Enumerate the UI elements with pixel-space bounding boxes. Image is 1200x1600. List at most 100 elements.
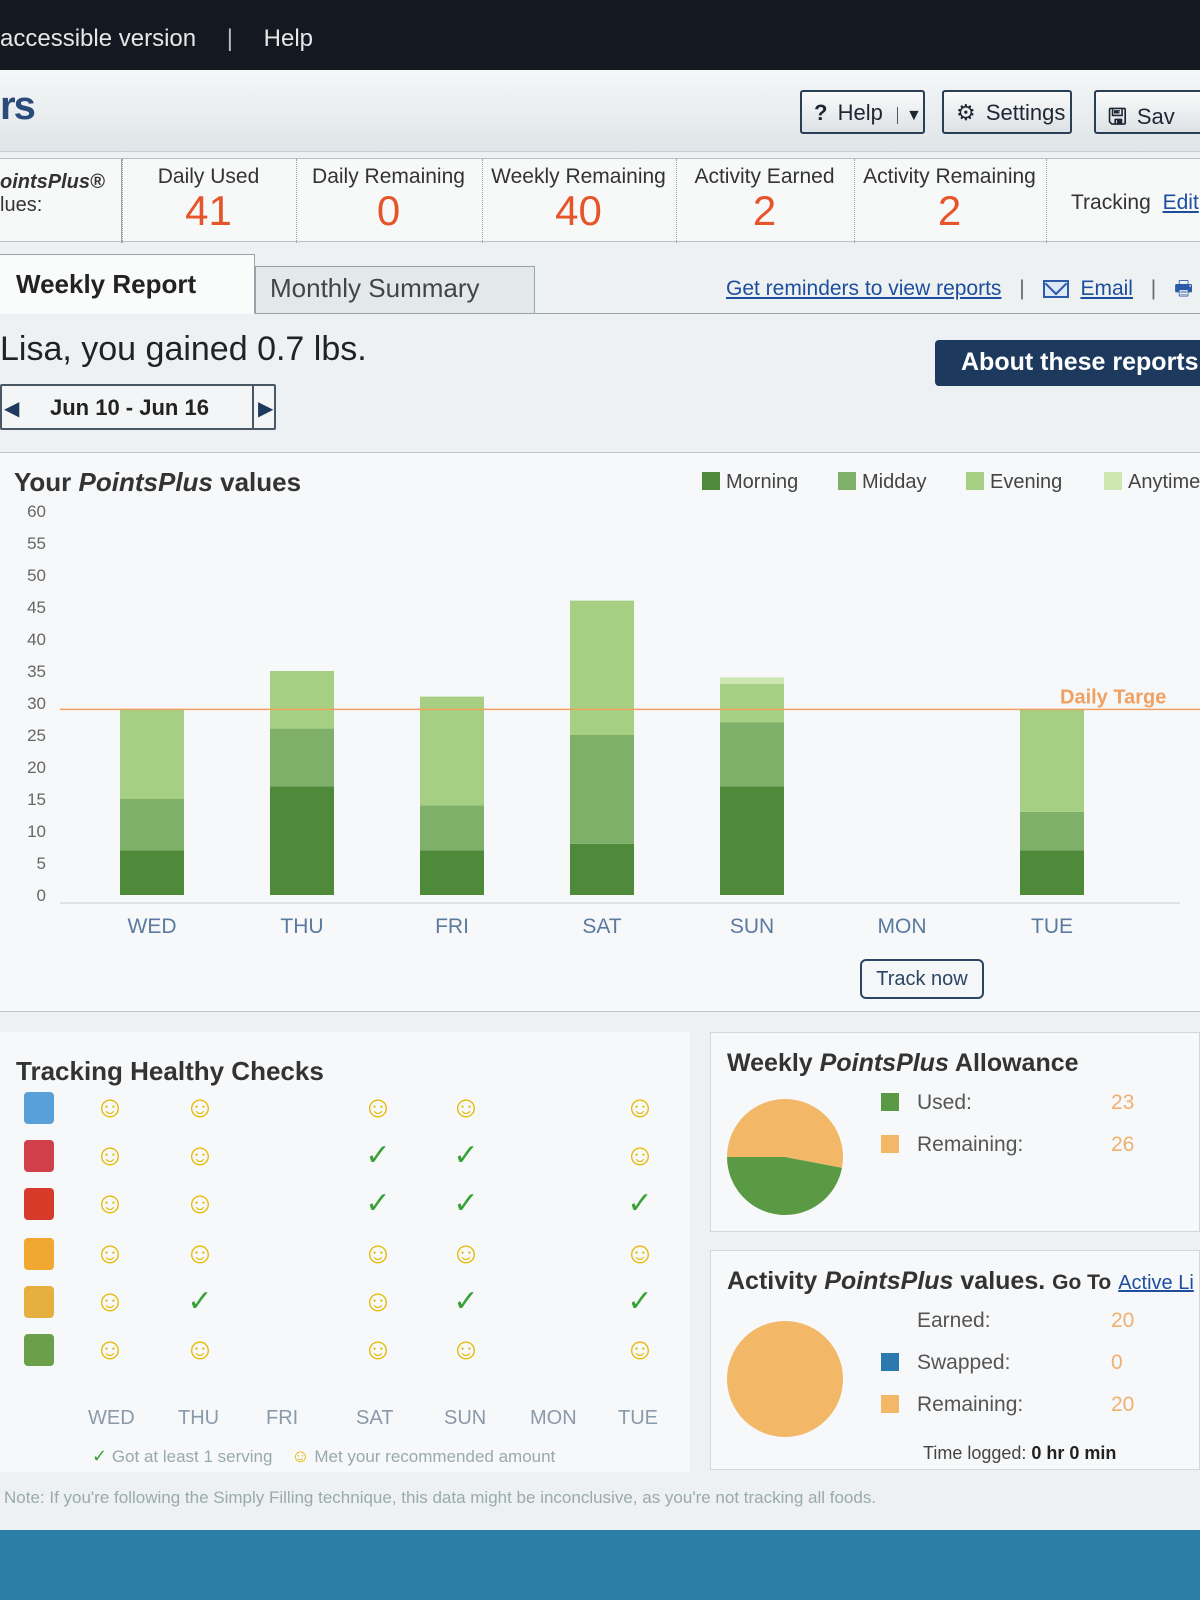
daily-target-label: Daily Targe: [1060, 686, 1166, 708]
check-icon: ✓: [627, 1187, 653, 1220]
print-icon[interactable]: 🖶: [1174, 278, 1193, 300]
swapped-swatch: [881, 1353, 899, 1371]
x-tick-label: SUN: [730, 915, 774, 938]
smiley-icon: ☺: [94, 1285, 126, 1318]
stat-value: 41: [185, 187, 232, 234]
smiley-icon: ☺: [624, 1139, 656, 1172]
bar-segment-evening: [570, 600, 634, 735]
legend-smile-label: Met your recommended amount: [314, 1447, 556, 1466]
chevron-down-icon[interactable]: ▼: [896, 107, 922, 124]
bar-segment-midday: [270, 728, 334, 787]
gear-icon: ⚙: [956, 100, 976, 125]
weekly-allowance-panel: Weekly PointsPlus Allowance Used: 23 Rem…: [710, 1032, 1200, 1232]
swapped-label: Swapped:: [917, 1351, 1011, 1374]
logo: rs: [0, 84, 36, 128]
y-tick-label: 0: [37, 886, 46, 905]
stat-value: 40: [555, 187, 602, 234]
milk-glass-icon: [24, 1092, 54, 1124]
question-icon: ?: [814, 100, 828, 125]
activity-remaining-value: 20: [1111, 1393, 1135, 1416]
bar-segment-evening: [720, 683, 784, 723]
previous-week-arrow-icon[interactable]: ◀: [4, 398, 20, 420]
activity-title-prefix: Activity: [727, 1267, 818, 1295]
about-reports-button[interactable]: About these reports: [935, 340, 1200, 386]
divider: |: [1019, 277, 1025, 300]
active-link[interactable]: Active Li: [1118, 1272, 1194, 1294]
bar-segment-evening: [270, 671, 334, 729]
report-tabs: Weekly Report Monthly Summary Get remind…: [0, 244, 1200, 314]
stats-heading: ointsPlus® lues:: [0, 159, 122, 243]
bar-segment-evening: [420, 696, 484, 806]
settings-button[interactable]: ⚙ Settings: [942, 90, 1072, 134]
used-swatch: [881, 1093, 899, 1111]
bar-segment-morning: [1020, 850, 1084, 895]
stat-weekly-remaining: Weekly Remaining 40: [482, 159, 674, 243]
activity-pie-chart: [727, 1321, 843, 1437]
used-label: Used:: [917, 1091, 972, 1114]
y-tick-label: 45: [27, 598, 46, 617]
top-bar: accessible version | Help: [0, 0, 1200, 70]
stacked-bar-chart: 0 5 10 15 20 25 30 35 40 45 50 55 60 WED THU FRI SAT SUN M…: [27, 502, 1200, 938]
help-button[interactable]: ? Help ▼: [800, 90, 925, 134]
stat-daily-used: Daily Used 41: [122, 159, 294, 243]
legend-label: Midday: [862, 471, 927, 493]
activity-title: Activity PointsPlus values. Go To Active…: [727, 1267, 1194, 1296]
x-tick-label: TUE: [1031, 915, 1073, 938]
activity-points-panel: Activity PointsPlus values. Go To Active…: [710, 1250, 1200, 1470]
x-tick-label: WED: [128, 915, 177, 938]
check-icon: ✓: [365, 1139, 391, 1172]
smiley-icon: ☺: [94, 1237, 126, 1270]
save-button[interactable]: 🖫 Sav: [1094, 90, 1200, 134]
y-tick-label: 10: [27, 822, 46, 841]
email-link[interactable]: Email: [1080, 277, 1133, 300]
smiley-icon: ☺: [362, 1091, 394, 1124]
earned-label: Earned:: [917, 1309, 991, 1332]
remaining-label: Remaining:: [917, 1133, 1024, 1156]
smiley-icon: ☺: [362, 1333, 394, 1366]
legend-swatch: [702, 472, 720, 490]
edit-tracking-link[interactable]: Edit: [1162, 191, 1199, 214]
checks-day-label: TUE: [618, 1407, 658, 1429]
bar-segment-midday: [420, 805, 484, 851]
tab-monthly-summary[interactable]: Monthly Summary: [255, 266, 535, 314]
activity-remaining-swatch: [881, 1395, 899, 1413]
next-week-arrow-icon[interactable]: ▶: [252, 386, 273, 428]
x-tick-label: SAT: [582, 915, 621, 938]
weight-change-message: Lisa, you gained 0.7 lbs.: [0, 330, 367, 368]
y-tick-label: 25: [27, 726, 46, 745]
healthy-checks-legend: ✓ Got at least 1 serving ☺ Met your reco…: [92, 1446, 555, 1467]
allowance-remaining-row: Remaining: 26: [881, 1133, 1134, 1157]
y-tick-label: 5: [37, 854, 46, 873]
allowance-used-row: Used: 23: [881, 1091, 1134, 1115]
email-icon[interactable]: [1042, 280, 1069, 299]
bar-segment-midday: [120, 799, 184, 851]
smiley-icon: ☺: [184, 1237, 216, 1270]
bar-segment-evening: [1020, 709, 1084, 812]
reminders-link[interactable]: Get reminders to view reports: [726, 277, 1002, 300]
accessible-version-link[interactable]: accessible version: [0, 24, 197, 52]
smiley-icon: ☺: [450, 1237, 482, 1270]
track-now-button[interactable]: Track now: [860, 959, 984, 999]
values-label: lues:: [0, 194, 43, 216]
healthy-checks-panel: Tracking Healthy Checks ☺ ☺ ☺ ☺ ☺ ☺ ☺ ✓ ✓ ☺ ☺ ☺ ✓ ✓ ✓ ☺…: [0, 1032, 690, 1472]
top-help-link[interactable]: Help: [263, 24, 314, 52]
smiley-icon: ☺: [624, 1333, 656, 1366]
bar-segment-midday: [570, 735, 634, 844]
activity-swapped-row: Swapped: 0: [881, 1351, 1123, 1375]
legend-swatch: [838, 472, 856, 490]
activity-remaining-label: Remaining:: [917, 1393, 1024, 1416]
tracking-label: Tracking: [1071, 191, 1151, 214]
allowance-pie-chart: [727, 1099, 843, 1215]
smiley-icon: ☺: [184, 1091, 216, 1124]
check-icon: ✓: [92, 1446, 108, 1466]
activity-title-brand: PointsPlus: [824, 1267, 954, 1295]
pointsplus-label: ointsPlus®: [0, 171, 105, 193]
date-range-navigator: ◀ Jun 10 - Jun 16 ▶: [0, 384, 276, 430]
swapped-value: 0: [1111, 1351, 1123, 1374]
stat-label: Daily Remaining: [312, 165, 465, 188]
grain-icon: [24, 1238, 54, 1270]
smiley-icon: ☺: [94, 1187, 126, 1220]
bar-segment-morning: [270, 786, 334, 895]
tab-weekly-report[interactable]: Weekly Report: [0, 254, 255, 314]
bar-segment-morning: [120, 850, 184, 895]
